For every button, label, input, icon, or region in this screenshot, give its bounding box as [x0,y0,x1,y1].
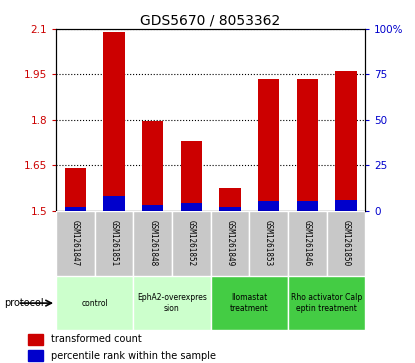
Text: control: control [81,299,108,307]
Bar [249,211,288,276]
Bar [210,211,249,276]
Bar [258,201,279,211]
Bar [219,188,241,211]
Bar [181,141,202,211]
Bar [65,207,86,211]
Bar [258,79,279,211]
Bar [288,211,327,276]
Text: GSM1261846: GSM1261846 [303,220,312,266]
Bar [133,276,210,330]
Bar [56,276,133,330]
Text: GSM1261848: GSM1261848 [148,220,157,266]
Bar [297,201,318,211]
Text: protocol: protocol [4,298,44,308]
Bar [172,211,210,276]
Text: percentile rank within the sample: percentile rank within the sample [51,351,216,361]
Bar [181,203,202,211]
Text: GSM1261849: GSM1261849 [225,220,234,266]
Bar [103,196,124,211]
Text: Rho activator Calp
eptin treatment: Rho activator Calp eptin treatment [291,293,362,313]
Text: GSM1261852: GSM1261852 [187,220,196,266]
Bar [103,32,124,211]
Bar [327,211,365,276]
Bar [142,121,163,211]
Bar [56,211,95,276]
Bar [219,207,241,211]
Bar [65,168,86,211]
Text: GSM1261851: GSM1261851 [110,220,119,266]
Bar [133,211,172,276]
Bar [335,200,356,211]
Bar [210,276,288,330]
Text: EphA2-overexpres
sion: EphA2-overexpres sion [137,293,207,313]
Text: GSM1261850: GSM1261850 [342,220,350,266]
Bar [335,72,356,211]
Bar [28,334,43,345]
Bar [297,79,318,211]
Text: transformed count: transformed count [51,334,142,344]
Title: GDS5670 / 8053362: GDS5670 / 8053362 [141,14,281,28]
Bar [142,205,163,211]
Text: GSM1261853: GSM1261853 [264,220,273,266]
Text: GSM1261847: GSM1261847 [71,220,80,266]
Bar [288,276,365,330]
Text: Ilomastat
treatment: Ilomastat treatment [230,293,269,313]
Bar [95,211,133,276]
Bar [28,350,43,362]
